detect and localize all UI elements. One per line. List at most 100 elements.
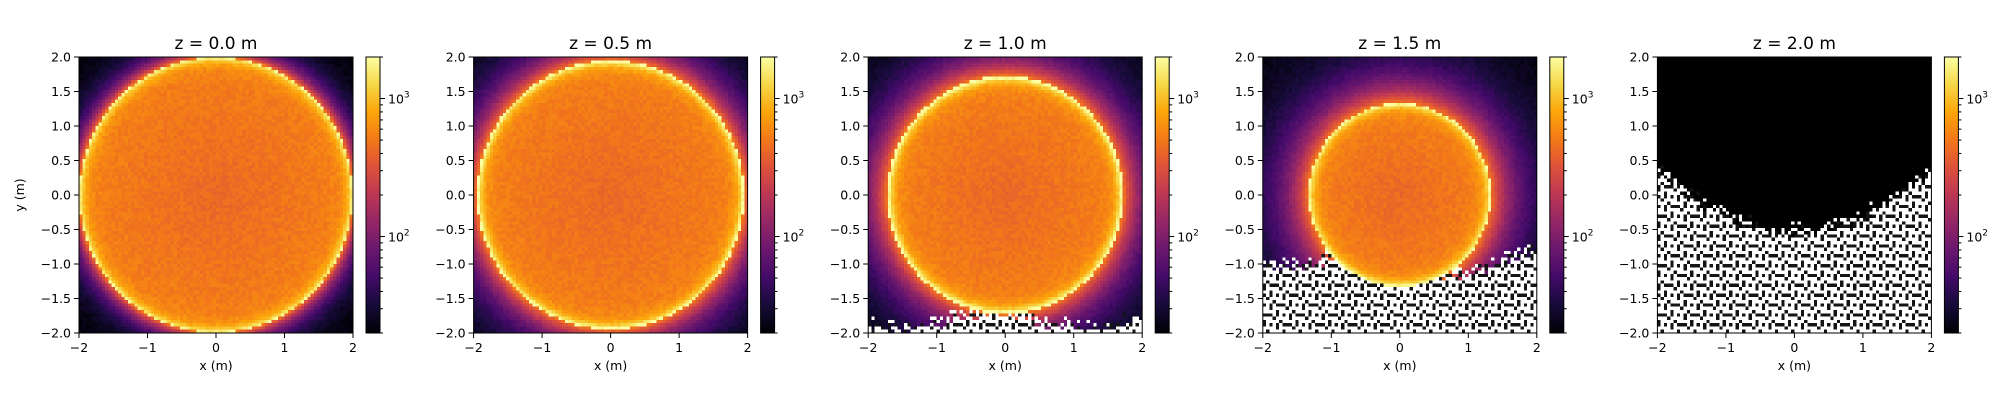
y-tick-label: 0.0 bbox=[51, 188, 71, 203]
colorbar-tick-label: 103 bbox=[1572, 91, 1594, 107]
x-tick-label: 1 bbox=[1859, 340, 1867, 355]
y-tick-label: −2.0 bbox=[1619, 326, 1649, 341]
x-tick-label: 2 bbox=[349, 340, 357, 355]
y-tick-label: 1.5 bbox=[51, 84, 71, 99]
y-tick-label: −0.5 bbox=[435, 222, 465, 237]
x-tick-label: 0 bbox=[607, 340, 615, 355]
colorbar bbox=[1154, 56, 1170, 334]
y-tick-label: −1.5 bbox=[1619, 291, 1649, 306]
y-tick-label: 2.0 bbox=[840, 50, 860, 65]
x-tick-label: 1 bbox=[675, 340, 683, 355]
x-tick-label: 2 bbox=[1533, 340, 1541, 355]
colorbar bbox=[1943, 56, 1959, 334]
x-tick-label: −2 bbox=[1254, 340, 1272, 355]
y-tick-label: −1.0 bbox=[41, 257, 71, 272]
colorbar-tick-label: 103 bbox=[388, 91, 410, 107]
y-tick-label: 1.0 bbox=[840, 119, 860, 134]
x-axis-label: x (m) bbox=[594, 358, 627, 373]
x-tick-label: 0 bbox=[1001, 340, 1009, 355]
x-tick-label: −1 bbox=[138, 340, 156, 355]
colorbar-tick-label: 103 bbox=[783, 91, 805, 107]
x-tick-label: 2 bbox=[744, 340, 752, 355]
y-tick-label: −0.5 bbox=[1619, 222, 1649, 237]
panel-5: z = 2.0 m −2 −1 0 1 2 x (m) 2.0 1.5 1.0 0.5 0.0 −0.5… bbox=[1619, 34, 1988, 373]
y-tick-label: 2.0 bbox=[51, 50, 71, 65]
y-tick-label: 2.0 bbox=[446, 50, 466, 65]
y-tick-label: −2.0 bbox=[435, 326, 465, 341]
chart-title: z = 1.5 m bbox=[1358, 34, 1441, 54]
panel-1: z = 0.0 m −2 −1 0 1 2 x (m) 2.0 1.5 1.0 0.5 0.0 −0.5… bbox=[12, 34, 410, 373]
colorbar-tick-label: 102 bbox=[1177, 229, 1199, 245]
heatmap-image bbox=[868, 57, 1143, 333]
y-tick-label: −0.5 bbox=[41, 222, 71, 237]
panel-4: z = 1.5 m −2 −1 0 1 2 x (m) 2.0 1.5 1.0 0.5 0.0 −0.5… bbox=[1224, 34, 1593, 373]
x-tick-label: −1 bbox=[927, 340, 945, 355]
y-tick-label: 0.5 bbox=[51, 153, 71, 168]
y-tick-label: 0.5 bbox=[1235, 153, 1255, 168]
y-tick-label: 1.5 bbox=[1235, 84, 1255, 99]
colorbar bbox=[760, 56, 776, 334]
y-tick-label: 0.5 bbox=[446, 153, 466, 168]
y-tick-label: 0.5 bbox=[1630, 153, 1650, 168]
y-tick-label: −1.5 bbox=[830, 291, 860, 306]
y-tick-label: −1.0 bbox=[830, 257, 860, 272]
y-tick-label: −1.5 bbox=[435, 291, 465, 306]
y-tick-label: −0.5 bbox=[1224, 222, 1254, 237]
x-tick-label: −2 bbox=[464, 340, 482, 355]
colorbar-tick-label: 102 bbox=[783, 229, 805, 245]
x-tick-label: −2 bbox=[1648, 340, 1666, 355]
y-tick-label: −0.5 bbox=[830, 222, 860, 237]
y-tick-label: 0.0 bbox=[840, 188, 860, 203]
chart-title: z = 2.0 m bbox=[1753, 34, 1836, 54]
chart-title: z = 0.5 m bbox=[569, 34, 652, 54]
panel-2: z = 0.5 m −2 −1 0 1 2 x (m) 2.0 1.5 1.0 0.5 0.0 −0.5… bbox=[435, 34, 804, 373]
colorbar-tick-label: 102 bbox=[1572, 229, 1594, 245]
x-tick-label: −1 bbox=[1322, 340, 1340, 355]
x-axis-label: x (m) bbox=[1778, 358, 1811, 373]
x-axis-label: x (m) bbox=[989, 358, 1022, 373]
y-tick-label: 0.0 bbox=[1630, 188, 1650, 203]
x-tick-label: 2 bbox=[1138, 340, 1146, 355]
y-tick-label: 1.0 bbox=[1630, 119, 1650, 134]
heatmap-image bbox=[1262, 57, 1537, 333]
y-tick-label: 0.0 bbox=[1235, 188, 1255, 203]
y-tick-label: 1.0 bbox=[51, 119, 71, 134]
chart-title: z = 1.0 m bbox=[964, 34, 1047, 54]
y-tick-label: 1.5 bbox=[446, 84, 466, 99]
x-tick-label: 1 bbox=[1070, 340, 1078, 355]
y-tick-label: 1.5 bbox=[1630, 84, 1650, 99]
heatmap-image bbox=[473, 57, 748, 333]
x-tick-label: 0 bbox=[1396, 340, 1404, 355]
colorbar-tick-label: 102 bbox=[388, 229, 410, 245]
y-axis-label: y (m) bbox=[12, 178, 27, 211]
x-tick-label: 2 bbox=[1927, 340, 1935, 355]
colorbar bbox=[1549, 56, 1565, 334]
y-tick-label: −1.0 bbox=[435, 257, 465, 272]
heatmap-image bbox=[1657, 57, 1932, 333]
x-axis-label: x (m) bbox=[1383, 358, 1416, 373]
y-tick-label: 0.0 bbox=[446, 188, 466, 203]
x-tick-label: −2 bbox=[70, 340, 88, 355]
panel-3: z = 1.0 m −2 −1 0 1 2 x (m) 2.0 1.5 1.0 0.5 0.0 −0.5… bbox=[830, 34, 1199, 373]
x-axis-label: x (m) bbox=[199, 358, 232, 373]
y-tick-label: 2.0 bbox=[1630, 50, 1650, 65]
y-tick-label: 1.0 bbox=[1235, 119, 1255, 134]
x-tick-label: 1 bbox=[1464, 340, 1472, 355]
chart-title: z = 0.0 m bbox=[175, 34, 258, 54]
y-tick-label: −1.0 bbox=[1224, 257, 1254, 272]
y-tick-label: 1.0 bbox=[446, 119, 466, 134]
x-tick-label: 0 bbox=[212, 340, 220, 355]
y-tick-label: 1.5 bbox=[840, 84, 860, 99]
y-tick-label: −2.0 bbox=[41, 326, 71, 341]
x-tick-label: −2 bbox=[859, 340, 877, 355]
x-tick-label: −1 bbox=[1717, 340, 1735, 355]
x-tick-label: 0 bbox=[1790, 340, 1798, 355]
heatmap-image bbox=[79, 57, 353, 333]
x-tick-label: −1 bbox=[533, 340, 551, 355]
colorbar-tick-label: 102 bbox=[1966, 229, 1988, 245]
y-tick-label: 0.5 bbox=[840, 153, 860, 168]
x-tick-label: 1 bbox=[281, 340, 289, 355]
y-tick-label: −1.5 bbox=[41, 291, 71, 306]
